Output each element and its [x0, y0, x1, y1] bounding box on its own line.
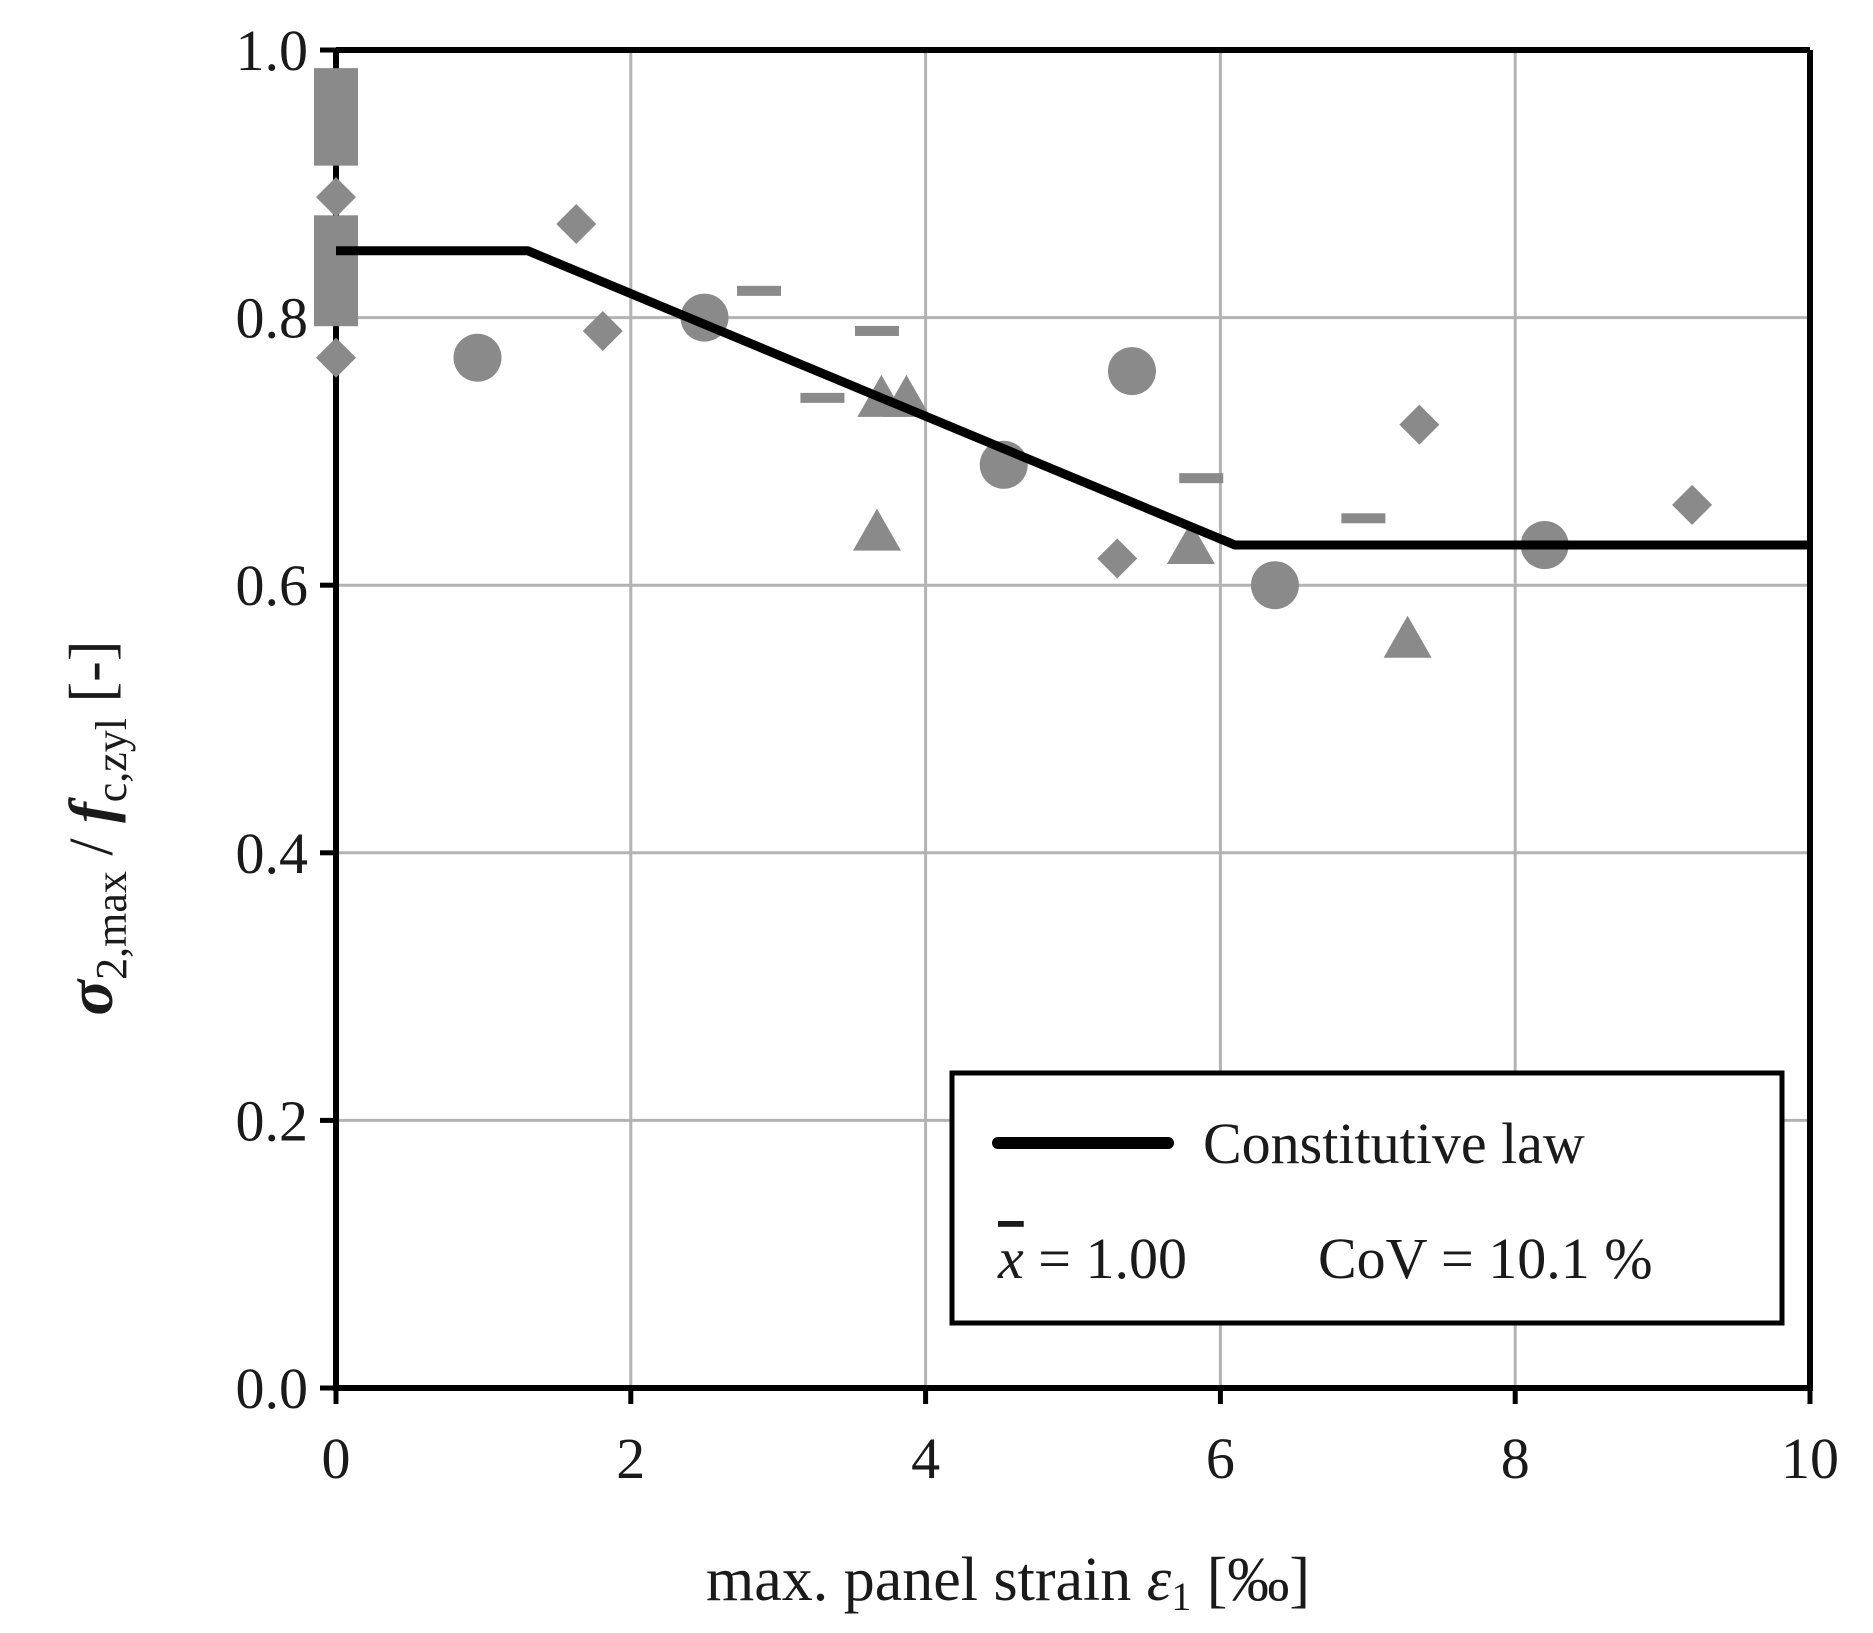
x-tick-label: 8 [1501, 1426, 1530, 1491]
y-axis-sigma-sub: 2,max [87, 871, 136, 980]
y-tick-label: 0.0 [236, 1356, 309, 1421]
legend-box [949, 1070, 1785, 1326]
data-point-dash [1179, 473, 1224, 484]
data-point-circle [1250, 561, 1299, 610]
y-axis-divider: / [58, 823, 126, 871]
x-axis-text: max. panel strain [706, 1546, 1147, 1614]
x-axis-epsilon-sub: 1 [1171, 1574, 1191, 1619]
legend-xbar-value: = 1.00 [1024, 1226, 1187, 1291]
data-point-diamond [1097, 538, 1138, 579]
data-point-diamond [1399, 404, 1440, 445]
axes [320, 47, 1813, 1404]
legend-label: Constitutive law [1203, 1111, 1585, 1176]
constitutive-law-line-group [336, 246, 1810, 550]
x-axis-unit: [‰] [1191, 1546, 1310, 1614]
tick-labels: 0 2 4 6 8 10 0.0 0.2 0.4 0.6 0.8 1.0 [236, 18, 1840, 1491]
data-point-triangle [1166, 522, 1215, 565]
y-axis-f-sub: c,zyl [87, 718, 136, 802]
data-point-square [314, 282, 358, 327]
data-point-triangle [1383, 615, 1432, 658]
data-point-diamond [556, 203, 597, 244]
legend-cov: CoV = 10.1 % [1318, 1226, 1653, 1291]
data-point-dash [1341, 513, 1386, 524]
data-point-circle [1107, 347, 1156, 396]
data-point-diamond [316, 177, 356, 218]
x-tick-label: 4 [911, 1426, 940, 1491]
y-tick-label: 0.2 [236, 1088, 309, 1153]
y-tick-label: 0.4 [236, 821, 309, 886]
data-point-dash [854, 325, 899, 336]
y-tick-label: 0.8 [236, 286, 309, 351]
x-axis-title: max. panel strain ε1 [‰] [706, 1546, 1310, 1619]
x-tick-label: 2 [616, 1426, 645, 1491]
data-point-circle [453, 333, 502, 382]
y-tick-label: 1.0 [236, 18, 309, 83]
legend-xbar: x [997, 1226, 1024, 1291]
legend: Constitutive law x = 1.00 CoV = 10.1 % [949, 1070, 1785, 1326]
y-tick-label: 0.6 [236, 553, 309, 618]
x-axis-epsilon: ε [1147, 1546, 1172, 1614]
y-axis-title: σ2,max / fc,zyl [-] [54, 641, 136, 1016]
legend-stats: x = 1.00 [997, 1226, 1187, 1291]
data-point-triangle [852, 508, 901, 551]
data-point-dash [800, 392, 845, 403]
data-point-dash [737, 285, 782, 296]
x-tick-label: 6 [1206, 1426, 1235, 1491]
y-axis-unit: [-] [58, 641, 126, 718]
data-point-diamond [316, 337, 356, 378]
data-point-diamond [1672, 484, 1713, 525]
data-points [314, 68, 1713, 658]
data-point-diamond [582, 310, 623, 351]
x-tick-label: 0 [322, 1426, 351, 1491]
y-axis-sigma: σ [54, 977, 127, 1015]
constitutive-law-line [336, 246, 1810, 550]
x-tick-label: 10 [1781, 1426, 1839, 1491]
data-point-square [314, 121, 358, 166]
